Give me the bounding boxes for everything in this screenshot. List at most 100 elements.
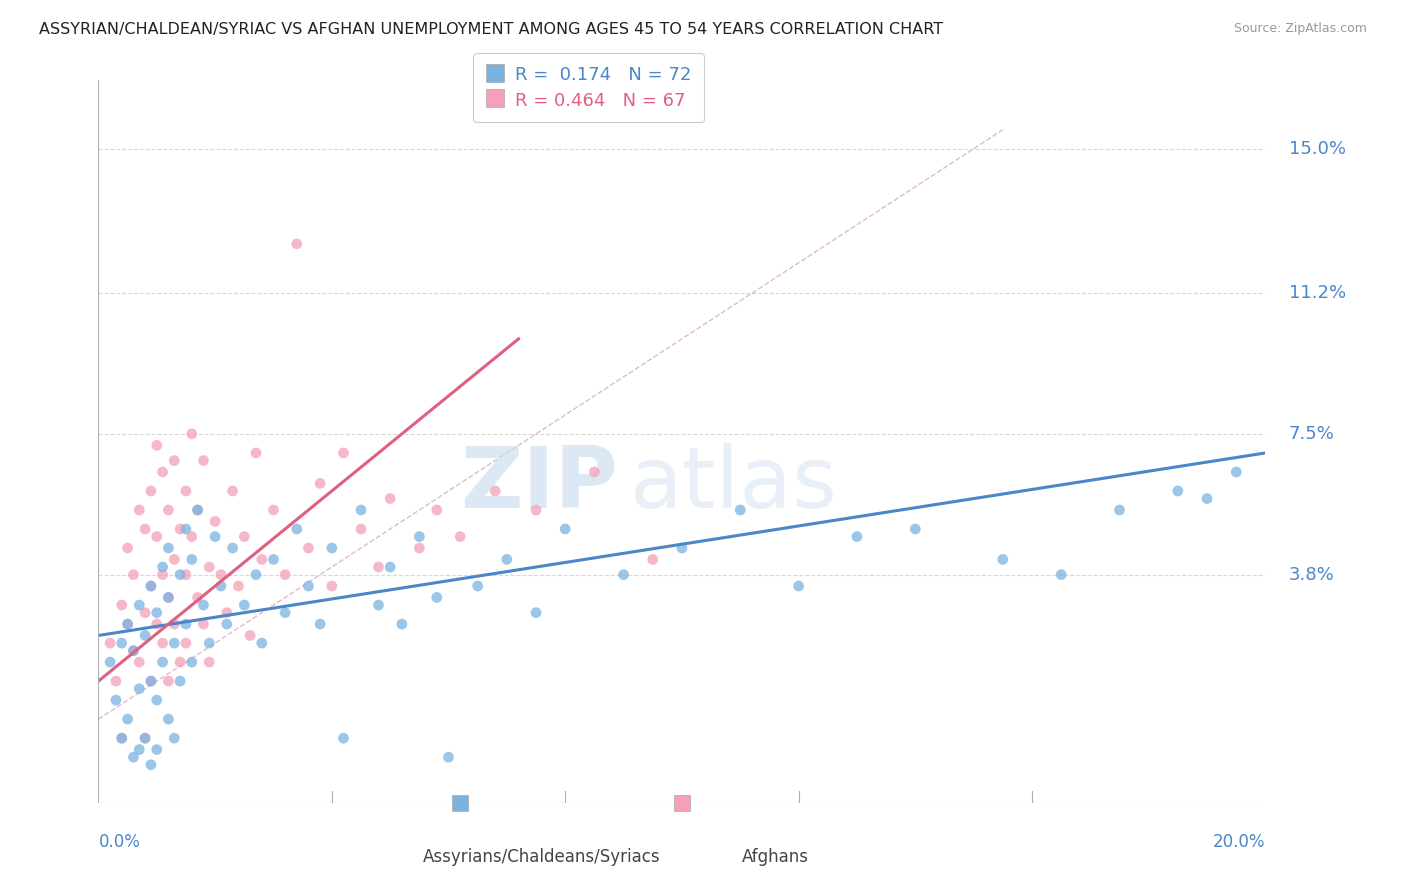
Point	[122, 750, 145, 764]
Point	[169, 674, 191, 689]
Point	[426, 591, 449, 605]
Point	[128, 655, 150, 669]
Point	[250, 636, 273, 650]
Point	[380, 491, 402, 506]
Point	[524, 503, 547, 517]
Point	[245, 567, 267, 582]
Point	[128, 742, 150, 756]
Point	[157, 541, 180, 555]
Point	[285, 236, 308, 251]
Point	[380, 560, 402, 574]
Point	[367, 598, 389, 612]
Point	[117, 541, 139, 555]
Point	[139, 674, 162, 689]
Point	[146, 742, 169, 756]
Point	[228, 579, 250, 593]
Point	[221, 541, 243, 555]
Point	[332, 446, 354, 460]
Point	[139, 757, 162, 772]
Point	[134, 606, 156, 620]
Point	[187, 503, 209, 517]
Point	[146, 617, 169, 632]
Point	[174, 483, 197, 498]
Point	[152, 465, 174, 479]
Point	[524, 606, 547, 620]
Point	[163, 636, 186, 650]
Point	[198, 560, 221, 574]
Point	[134, 731, 156, 746]
Point	[484, 483, 506, 498]
Point	[152, 567, 174, 582]
Point	[104, 674, 127, 689]
Point	[174, 522, 197, 536]
Point	[193, 598, 215, 612]
Point	[187, 503, 209, 517]
Point	[146, 438, 169, 452]
Point	[134, 522, 156, 536]
Point	[111, 636, 134, 650]
Point	[122, 567, 145, 582]
Point	[117, 617, 139, 632]
Point	[1225, 465, 1247, 479]
Point	[671, 541, 693, 555]
Text: 20.0%: 20.0%	[1213, 833, 1265, 851]
Point	[846, 530, 869, 544]
Point	[204, 530, 226, 544]
Point	[321, 541, 343, 555]
Point	[146, 530, 169, 544]
Point	[163, 552, 186, 566]
Point	[128, 503, 150, 517]
Point	[297, 541, 319, 555]
Point	[198, 636, 221, 650]
Point	[408, 541, 430, 555]
Point	[332, 731, 354, 746]
Point	[174, 567, 197, 582]
Point	[1108, 503, 1130, 517]
Point	[157, 591, 180, 605]
Point	[233, 530, 256, 544]
Point	[215, 617, 238, 632]
Point	[321, 579, 343, 593]
Point	[198, 655, 221, 669]
Point	[193, 453, 215, 467]
Point	[350, 503, 373, 517]
Point	[152, 560, 174, 574]
Point	[262, 552, 284, 566]
Point	[209, 567, 232, 582]
Point	[122, 643, 145, 657]
Text: ZIP: ZIP	[460, 443, 617, 526]
Point	[221, 483, 243, 498]
Point	[139, 579, 162, 593]
Point	[169, 567, 191, 582]
Point	[152, 655, 174, 669]
Point	[134, 731, 156, 746]
Point	[1050, 567, 1073, 582]
Point	[128, 598, 150, 612]
Point	[309, 476, 332, 491]
Point	[117, 617, 139, 632]
Point	[641, 552, 664, 566]
Point	[163, 617, 186, 632]
Text: Assyrians/Chaldeans/Syriacs: Assyrians/Chaldeans/Syriacs	[423, 848, 661, 866]
Point	[309, 617, 332, 632]
Text: ASSYRIAN/CHALDEAN/SYRIAC VS AFGHAN UNEMPLOYMENT AMONG AGES 45 TO 54 YEARS CORREL: ASSYRIAN/CHALDEAN/SYRIAC VS AFGHAN UNEMP…	[39, 22, 943, 37]
Point	[297, 579, 319, 593]
Point	[157, 591, 180, 605]
Point	[122, 643, 145, 657]
Point	[612, 567, 634, 582]
Point	[285, 522, 308, 536]
Point	[180, 552, 202, 566]
Text: 11.2%: 11.2%	[1289, 285, 1346, 302]
Point	[904, 522, 927, 536]
Point	[169, 522, 191, 536]
Point	[174, 636, 197, 650]
Point	[139, 579, 162, 593]
Point	[139, 483, 162, 498]
Point	[449, 530, 471, 544]
Point	[554, 522, 576, 536]
Text: atlas: atlas	[630, 443, 838, 526]
Point	[146, 693, 169, 707]
Point	[157, 674, 180, 689]
Point	[111, 731, 134, 746]
Point	[187, 591, 209, 605]
